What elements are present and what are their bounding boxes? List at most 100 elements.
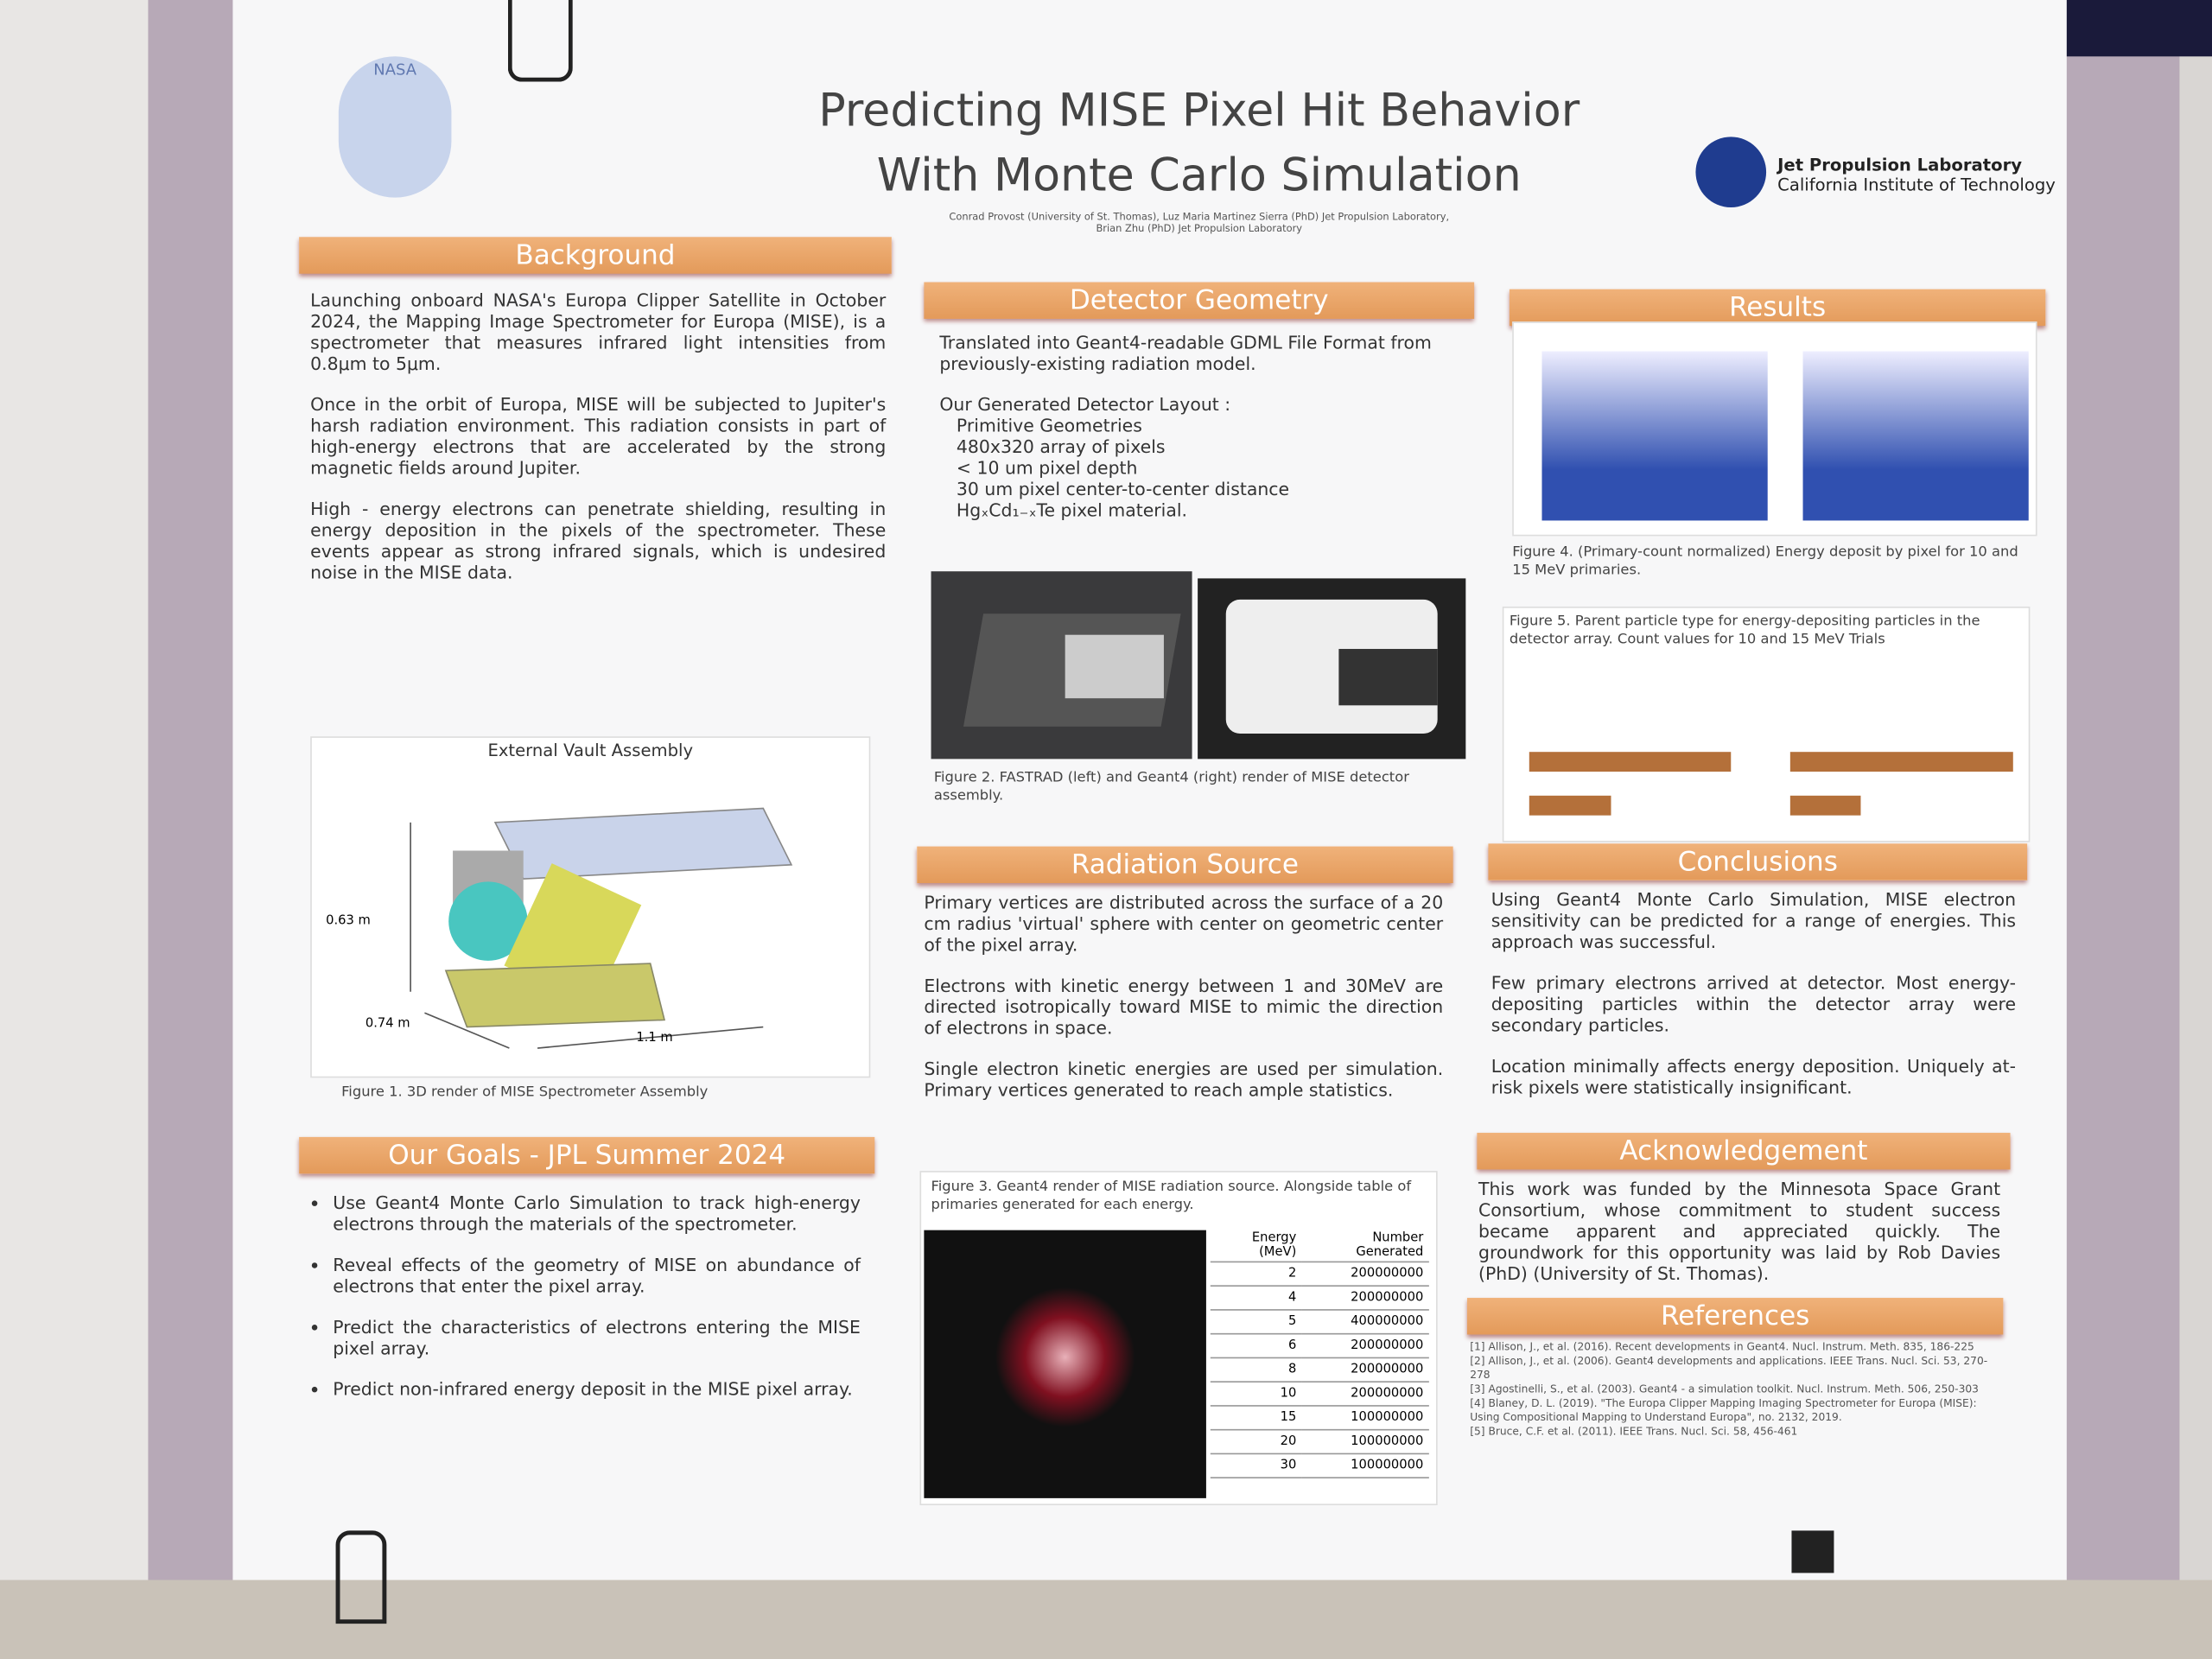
source-render [924,1230,1206,1498]
table-row: 6 200000000 [1210,1333,1429,1359]
title: Predicting MISE Pixel Hit Behavior With … [734,78,1665,207]
dimension: 1.1 m [636,1031,673,1046]
acknowledgement-text: This work was funded by the Minnesota Sp… [1478,1178,2001,1284]
layout-list: Primitive Geometries 480x320 array of pi… [939,415,1461,520]
table-row: 4 200000000 [1210,1286,1429,1311]
reference: [4] Blaney, D. L. (2019). "The Europa Cl… [1470,1396,1977,1424]
cell: 400000000 [1301,1309,1429,1335]
figure-title: External Vault Assembly [487,741,694,760]
cell: 100000000 [1301,1429,1429,1455]
section-heading: Background [299,237,892,274]
geant4-render [1198,578,1466,760]
cell: 30 [1210,1453,1302,1479]
cell: 200000000 [1301,1262,1429,1287]
paragraph: Primary vertices are distributed across … [924,891,1444,956]
paragraph: Translated into Geant4-readable GDML Fil… [939,331,1432,374]
table-header: Energy (MeV) Number Generated [1210,1230,1429,1263]
cell: 20 [1210,1429,1302,1455]
table-row: 2 200000000 [1210,1262,1429,1287]
section-heading: References [1466,1298,2004,1335]
institution-line: Jet Propulsion Laboratory [1777,155,2023,175]
paragraph: Single electron kinetic energies are use… [924,1058,1444,1101]
paragraph: High - energy electrons can penetrate sh… [310,498,887,583]
reference: [2] Allison, J., et al. (2006). Geant4 d… [1470,1354,1988,1382]
cell: 200000000 [1301,1286,1429,1311]
caption: Figure 1. 3D render of MISE Spectrometer… [341,1084,709,1101]
table-row: 20 100000000 [1210,1429,1429,1455]
caption: Figure 3. Geant4 render of MISE radiatio… [931,1179,1412,1214]
fastrad-render [931,571,1192,760]
section-heading: Conclusions [1488,843,2028,880]
table-row: 10 200000000 [1210,1382,1429,1407]
list-item: Predict non-infrared energy deposit in t… [333,1378,861,1399]
list-item: Reveal effects of the geometry of MISE o… [333,1254,861,1296]
table-row: 15 100000000 [1210,1405,1429,1431]
assembly-render [410,807,793,1049]
background-text: Launching onboard NASA's Europa Clipper … [310,289,886,602]
jpl-logo [1695,137,1767,207]
title-line: With Monte Carlo Simulation [876,148,1522,202]
caption: Figure 5. Parent particle type for energ… [1509,613,1980,648]
cell: 100000000 [1301,1405,1429,1431]
reference: [1] Allison, J., et al. (2016). Recent d… [1470,1340,1974,1353]
cell: 200000000 [1301,1382,1429,1407]
binder-clip [335,1530,387,1624]
figure-1: External Vault Assembly 0.63 m 0.74 m 1.… [310,736,871,1078]
layout-title: Our Generated Detector Layout : [939,393,1231,415]
cell: 5 [1210,1309,1302,1335]
institution-line: California Institute of Technology [1777,175,2056,195]
paragraph: Electrons with kinetic energy between 1 … [924,975,1444,1039]
figure-5 [1502,607,2031,842]
list-item: Using Geant4 Monte Carlo Simulation, MIS… [1491,888,2017,953]
paragraph: Launching onboard NASA's Europa Clipper … [310,289,887,374]
author-line: Brian Zhu (PhD) Jet Propulsion Laborator… [1096,222,1303,235]
table-row: 30 100000000 [1210,1453,1429,1479]
list-item: Predict the characteristics of electrons… [333,1316,861,1358]
reference: [3] Agostinelli, S., et al. (2003). Gean… [1470,1382,1979,1395]
institution: Jet Propulsion Laboratory California Ins… [1777,156,2056,195]
caption: Figure 4. (Primary-count normalized) Ene… [1512,544,2018,579]
conclusions-list: Using Geant4 Monte Carlo Simulation, MIS… [1491,889,2016,1098]
list-item: 30 um pixel center-to-center distance [956,478,1290,499]
binder-clip [507,0,573,82]
cell: 10 [1210,1382,1302,1407]
cell: 200000000 [1301,1333,1429,1359]
references-list: [1] Allison, J., et al. (2016). Recent d… [1470,1340,1992,1439]
table-row: 8 200000000 [1210,1357,1429,1382]
primaries-table: Energy (MeV) Number Generated 2 200000000 4… [1210,1230,1429,1479]
radiation-text: Primary vertices are distributed across … [924,892,1443,1120]
cell: Energy (MeV) [1210,1230,1302,1263]
floor [0,1580,2212,1659]
reference: [5] Bruce, C.F. et al. (2011). IEEE Tran… [1470,1424,1798,1438]
binder-clip [1791,1530,1834,1573]
cell: 15 [1210,1405,1302,1431]
section-heading: Results [1509,289,2046,327]
goals-list: Use Geant4 Monte Carlo Simulation to tra… [310,1192,861,1420]
section-heading: Radiation Source [917,846,1453,884]
dimension: 0.63 m [326,913,371,929]
paragraph: Once in the orbit of Europa, MISE will b… [310,393,887,479]
figure-4 [1512,321,2037,537]
list-item: 480x320 array of pixels [956,435,1166,457]
dimension: 0.74 m [365,1017,410,1032]
section-heading: Our Goals - JPL Summer 2024 [299,1136,875,1174]
cell: 100000000 [1301,1453,1429,1479]
section-heading: Detector Geometry [924,282,1475,319]
list-item: Few primary electrons arrived at detecto… [1491,971,2017,1036]
list-item: Location minimally affects energy deposi… [1491,1055,2017,1098]
list-item: Use Geant4 Monte Carlo Simulation to tra… [333,1192,861,1235]
cell: 4 [1210,1286,1302,1311]
cell: 6 [1210,1333,1302,1359]
cell: Number Generated [1301,1230,1429,1263]
cell: 2 [1210,1262,1302,1287]
author-line: Conrad Provost (University of St. Thomas… [949,211,1450,223]
detector-text: Translated into Geant4-readable GDML Fil… [939,332,1461,521]
title-line: Predicting MISE Pixel Hit Behavior [818,83,1580,137]
logo: NASA [338,56,452,198]
cell: 8 [1210,1357,1302,1382]
list-item: HgₓCd₁₋ₓTe pixel material. [956,499,1188,521]
section-heading: Acknowledgement [1477,1133,2011,1170]
authors: Conrad Provost (University of St. Thomas… [818,212,1580,234]
